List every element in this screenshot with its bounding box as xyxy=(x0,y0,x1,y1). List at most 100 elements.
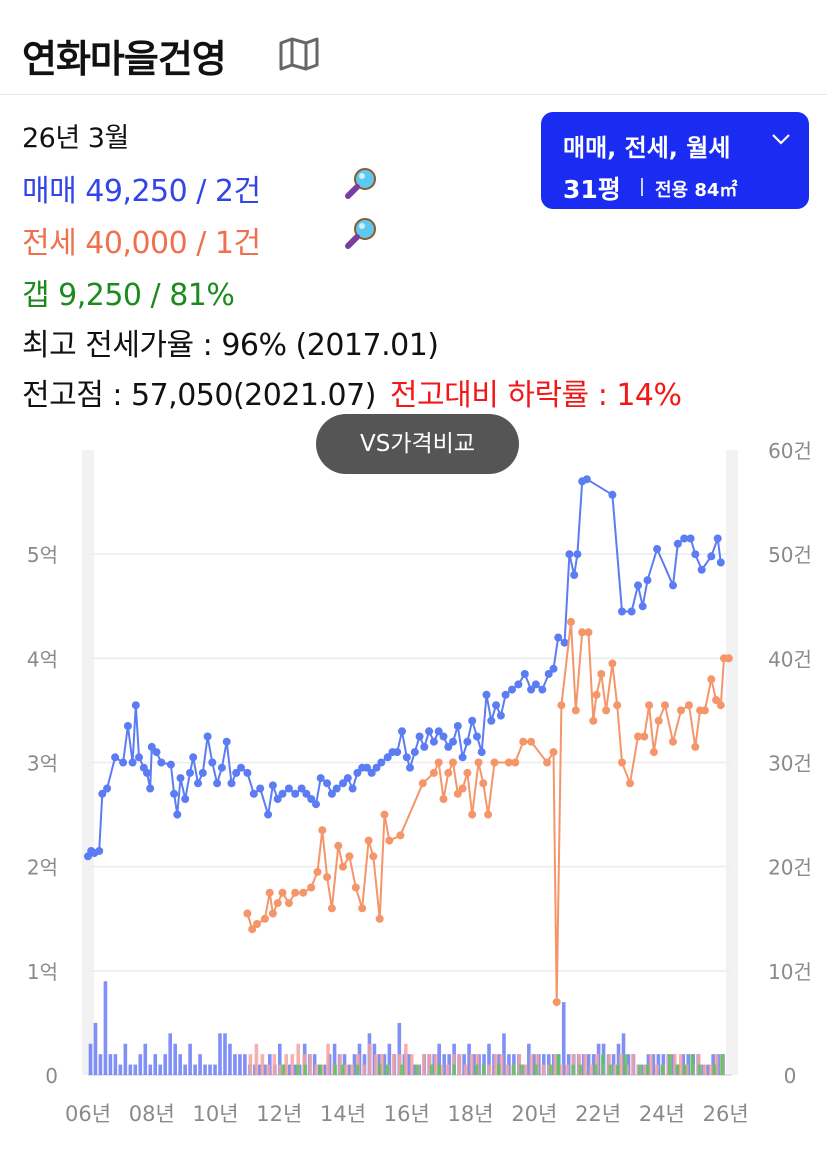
deal-type-size-selector[interactable]: 매매, 전세, 월세 31평 전용 84㎡ xyxy=(541,112,809,209)
sale-price-point xyxy=(643,576,652,585)
jeonse-price-point xyxy=(439,795,448,803)
jeonse-detail-search-icon[interactable] xyxy=(344,216,378,250)
jeonse-price-point xyxy=(334,841,343,850)
volume-bar-sale xyxy=(591,1054,596,1075)
x-tick-label: 14년 xyxy=(320,1102,366,1126)
jeonse-price-point xyxy=(557,701,566,710)
volume-bar-gap xyxy=(318,1064,323,1075)
volume-bar-sale xyxy=(442,1054,446,1075)
sale-price-point xyxy=(716,558,725,567)
jeonse-price-point xyxy=(323,873,332,882)
sale-price-point xyxy=(538,685,547,694)
jeonse-price-point xyxy=(724,654,733,663)
sale-price-point xyxy=(686,534,695,543)
jeonse-price-point xyxy=(597,670,606,678)
jeonse-price-point xyxy=(640,732,649,741)
map-icon[interactable] xyxy=(278,36,320,72)
vs-compare-button[interactable]: VS가격비교 xyxy=(316,414,519,474)
price-lines xyxy=(84,475,733,1007)
volume-bar-sale xyxy=(332,1043,337,1075)
sale-price-point xyxy=(463,737,472,746)
volume-bar-jeonse xyxy=(678,1054,683,1075)
volume-bar-gap xyxy=(668,1054,672,1075)
sale-detail-search-icon[interactable] xyxy=(344,166,378,200)
volume-bar-gap xyxy=(682,1064,687,1075)
sale-price-point xyxy=(406,763,414,772)
chevron-down-icon xyxy=(772,134,790,145)
peak-drop-rate: 전고대비 하락률 : 14% xyxy=(389,378,682,413)
volume-bar-jeonse xyxy=(643,1064,647,1075)
volume-bar-sale xyxy=(228,1043,232,1075)
y-left-tick-label: 2억 xyxy=(27,856,58,880)
sale-price-point xyxy=(713,534,722,543)
sale-price-point xyxy=(181,795,190,803)
jeonse-price-point xyxy=(375,914,384,923)
volume-bar-sale xyxy=(258,1064,262,1075)
volume-bar-jeonse xyxy=(338,1054,342,1075)
sale-price-point xyxy=(363,763,371,772)
sale-price-point xyxy=(573,550,582,559)
jeonse-price-point xyxy=(649,748,658,757)
jeonse-price-point xyxy=(369,852,378,861)
volume-bar-sale xyxy=(287,1064,292,1075)
x-tick-label: 10년 xyxy=(193,1102,239,1126)
volume-bar-sale xyxy=(621,1033,626,1075)
volume-bar-jeonse xyxy=(392,1054,396,1075)
volume-bar-jeonse xyxy=(433,1054,438,1075)
volume-bar-jeonse xyxy=(457,1054,462,1075)
x-tick-label: 16년 xyxy=(384,1102,430,1126)
sale-price-point xyxy=(554,633,563,642)
jeonse-price-point xyxy=(396,831,405,840)
sale-price-point xyxy=(243,768,252,777)
x-tick-label: 08년 xyxy=(129,1102,175,1126)
volume-bar-jeonse xyxy=(505,1064,510,1075)
sale-price-point xyxy=(514,680,523,689)
volume-bar-jeonse xyxy=(404,1043,408,1075)
sale-price-point xyxy=(492,701,501,710)
sale-price-point xyxy=(669,581,677,590)
volume-bar-gap xyxy=(578,1064,583,1075)
volume-bar-jeonse xyxy=(583,1054,587,1075)
sale-price-point xyxy=(565,550,574,559)
volume-bar-sale xyxy=(467,1043,471,1075)
volume-bar-gap xyxy=(482,1064,486,1075)
sale-price-point xyxy=(608,490,617,499)
volume-bar-sale xyxy=(218,1033,222,1075)
sale-price-point xyxy=(501,690,510,699)
jeonse-price-point xyxy=(284,899,293,908)
sale-price-point xyxy=(95,847,104,855)
jeonse-price-point xyxy=(592,690,601,699)
sale-price-point xyxy=(367,768,376,777)
sale-price-point xyxy=(477,748,486,757)
volume-bars xyxy=(88,981,725,1075)
jeonse-price-point xyxy=(578,628,587,637)
max-jeonse-ratio: 최고 전세가율 : 96% (2017.01) xyxy=(22,328,439,363)
volume-bar-sale xyxy=(532,1054,536,1075)
peak-price: 전고점 : 57,050(2021.07) xyxy=(22,378,376,413)
jeonse-price-point xyxy=(265,888,274,897)
sale-price-point xyxy=(208,758,217,767)
jeonse-price-point xyxy=(253,920,261,928)
jeonse-price-point xyxy=(602,706,611,715)
volume-bar-gap xyxy=(400,1064,404,1075)
sale-price-point xyxy=(123,722,132,730)
volume-bar-jeonse xyxy=(320,1064,324,1075)
jeonse-price-point xyxy=(248,925,257,934)
sale-price-point xyxy=(131,701,140,710)
jeonse-price-point xyxy=(268,909,277,918)
exclusive-area: 전용 84㎡ xyxy=(655,180,738,201)
volume-bar-sale xyxy=(93,1022,98,1075)
x-tick-label: 18년 xyxy=(448,1102,494,1126)
sale-price-point xyxy=(194,779,202,788)
sale-price-point xyxy=(348,784,357,793)
sale-price-point xyxy=(544,670,553,678)
volume-bar-sale xyxy=(243,1054,247,1075)
volume-bar-sale xyxy=(586,1054,591,1075)
x-tick-label: 24년 xyxy=(639,1102,685,1126)
jeonse-price-summary: 전세 40,000 / 1건 xyxy=(22,226,261,261)
volume-bar-gap xyxy=(385,1064,389,1075)
volume-bar-gap xyxy=(638,1064,642,1075)
sale-price-point xyxy=(383,753,392,762)
volume-bar-gap xyxy=(645,1064,650,1075)
sale-price-point xyxy=(186,768,194,777)
